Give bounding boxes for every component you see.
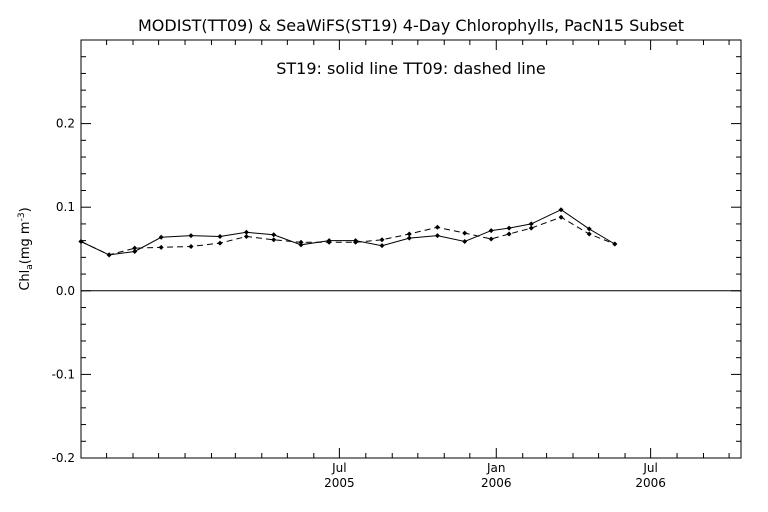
ylabel-sub: a <box>25 264 35 270</box>
data-point-TT09 <box>106 252 112 258</box>
data-point-TT09 <box>188 243 194 249</box>
x-tick-year: 2006 <box>635 476 666 490</box>
data-point-TT09 <box>586 231 592 237</box>
y-axis-label: Chla(mg m-3) <box>17 207 35 290</box>
data-point-TT09 <box>271 237 277 243</box>
x-tick-year: 2005 <box>324 476 355 490</box>
data-point-TT09 <box>558 214 564 220</box>
y-axis: 0.2 0.1 0.0 -0.1 -0.2 <box>52 39 741 465</box>
data-point-TT09 <box>132 245 138 251</box>
ylabel-exp: -3 <box>17 212 27 221</box>
data-point-ST19 <box>558 207 564 213</box>
data-point-TT09 <box>353 239 359 245</box>
legend-annotation: ST19: solid line TT09: dashed line <box>276 59 545 78</box>
data-point-TT09 <box>298 239 304 245</box>
ylabel-main: Chl <box>18 270 33 291</box>
data-point-ST19 <box>132 249 138 255</box>
data-point-TT09 <box>406 231 412 237</box>
data-point-ST19 <box>271 232 277 238</box>
data-point-TT09 <box>78 238 84 244</box>
ylabel-units: (mg m <box>18 221 33 264</box>
y-tick-label: 0.2 <box>56 117 75 131</box>
data-point-TT09 <box>158 244 164 250</box>
data-point-ST19 <box>488 228 494 234</box>
data-point-TT09 <box>217 240 223 246</box>
data-point-ST19 <box>298 242 304 248</box>
data-point-ST19 <box>379 243 385 249</box>
plot-frame <box>80 39 742 459</box>
series-layer <box>78 207 618 258</box>
svg-text:Chla(mg m-3): Chla(mg m-3) <box>17 207 35 290</box>
x-tick-year: 2006 <box>481 476 512 490</box>
data-point-ST19 <box>217 233 223 239</box>
data-point-ST19 <box>528 221 534 227</box>
ylabel-close: ) <box>18 207 33 212</box>
y-tick-label: -0.2 <box>52 451 75 465</box>
data-point-ST19 <box>158 234 164 240</box>
series-line-TT09 <box>80 216 615 256</box>
data-point-TT09 <box>326 239 332 245</box>
data-point-TT09 <box>528 225 534 231</box>
data-point-TT09 <box>243 233 249 239</box>
data-point-ST19 <box>506 225 512 231</box>
data-point-TT09 <box>434 224 440 230</box>
data-point-TT09 <box>612 241 618 247</box>
data-point-TT09 <box>488 236 494 242</box>
y-tick-label: 0.0 <box>56 284 75 298</box>
data-point-ST19 <box>462 238 468 244</box>
data-point-ST19 <box>243 229 249 235</box>
x-tick-month: Jul <box>642 461 657 475</box>
x-tick-month: Jul <box>331 461 346 475</box>
data-point-TT09 <box>506 231 512 237</box>
y-tick-label: 0.1 <box>56 200 75 214</box>
data-point-TT09 <box>379 237 385 243</box>
chart-title: MODIST(TT09) & SeaWiFS(ST19) 4-Day Chlor… <box>138 16 684 35</box>
x-tick-month: Jan <box>486 461 506 475</box>
y-tick-label: -0.1 <box>52 367 75 381</box>
data-point-ST19 <box>434 233 440 239</box>
data-point-ST19 <box>406 235 412 241</box>
data-point-TT09 <box>462 230 468 236</box>
data-point-ST19 <box>188 233 194 239</box>
data-point-ST19 <box>586 226 592 232</box>
